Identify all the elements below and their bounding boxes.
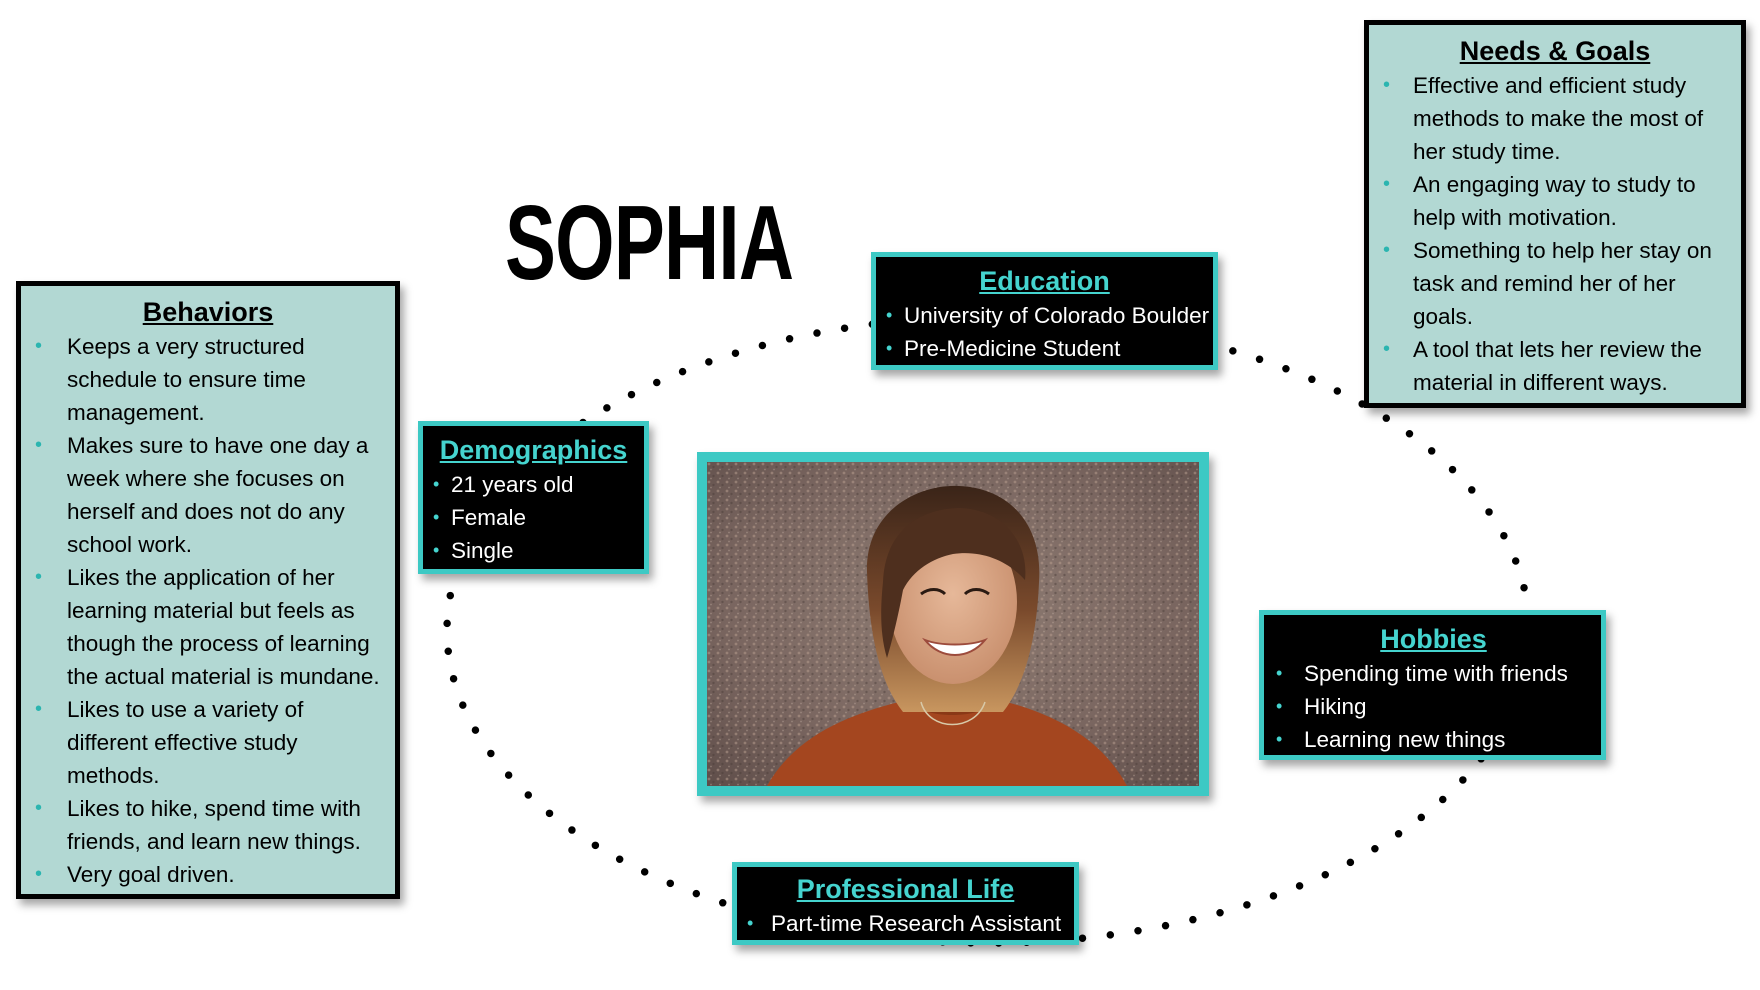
behaviors-item: Likes to hike, spend time with friends, …: [31, 792, 385, 858]
education-item: Pre-Medicine Student: [882, 332, 1207, 365]
behaviors-item: Keeps a very structured schedule to ensu…: [31, 330, 385, 429]
professional-life-item: Part-time Research Assistant: [743, 907, 1068, 940]
hobbies-card: Hobbies Spending time with friends Hikin…: [1259, 610, 1606, 760]
behaviors-item: Makes sure to have one day a week where …: [31, 429, 385, 561]
education-heading: Education: [979, 266, 1110, 296]
needs-goals-card: Needs & Goals Effective and efficient st…: [1364, 20, 1746, 408]
professional-life-heading: Professional Life: [796, 874, 1015, 904]
education-item: University of Colorado Boulder: [882, 299, 1209, 332]
demographics-item: 21 years old: [429, 468, 638, 501]
behaviors-item: Likes to use a variety of different effe…: [31, 693, 385, 792]
demographics-item: Single: [429, 534, 638, 567]
needs-goals-item: An engaging way to study to help with mo…: [1379, 168, 1731, 234]
needs-goals-item: Something to help her stay on task and r…: [1379, 234, 1731, 333]
hobbies-list: Spending time with friends Hiking Learni…: [1272, 657, 1595, 756]
demographics-list: 21 years old Female Single: [429, 468, 638, 567]
behaviors-card: Behaviors Keeps a very structured schedu…: [16, 281, 400, 899]
professional-life-list: Part-time Research Assistant: [743, 907, 1068, 940]
hobbies-heading: Hobbies: [1380, 624, 1487, 654]
professional-life-card: Professional Life Part-time Research Ass…: [732, 862, 1079, 945]
portrait-illustration: [707, 462, 1199, 786]
hobbies-item: Spending time with friends: [1272, 657, 1595, 690]
needs-goals-item: A tool that lets her review the material…: [1379, 333, 1731, 399]
education-list: University of Colorado Boulder Pre-Medic…: [882, 299, 1209, 365]
hobbies-item: Learning new things: [1272, 723, 1595, 756]
persona-photo: [697, 452, 1209, 796]
education-card: Education University of Colorado Boulder…: [871, 252, 1218, 370]
demographics-heading: Demographics: [439, 435, 628, 465]
persona-name: SOPHIA: [505, 184, 794, 302]
needs-goals-heading: Needs & Goals: [1459, 36, 1651, 66]
demographics-item: Female: [429, 501, 638, 534]
needs-goals-list: Effective and efficient study methods to…: [1379, 69, 1731, 399]
behaviors-item: Very goal driven.: [31, 858, 385, 891]
behaviors-item: Likes the application of her learning ma…: [31, 561, 385, 693]
needs-goals-item: Effective and efficient study methods to…: [1379, 69, 1731, 168]
demographics-card: Demographics 21 years old Female Single: [418, 421, 649, 574]
hobbies-item: Hiking: [1272, 690, 1595, 723]
behaviors-heading: Behaviors: [142, 297, 274, 327]
behaviors-list: Keeps a very structured schedule to ensu…: [31, 330, 385, 891]
